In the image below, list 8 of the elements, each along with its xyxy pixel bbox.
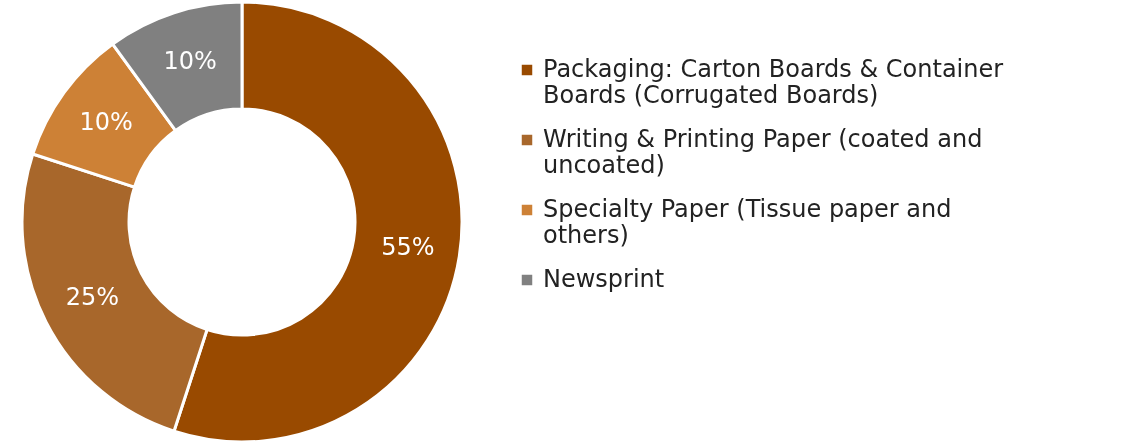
data-label: 10% bbox=[79, 108, 133, 137]
data-label: 10% bbox=[163, 47, 217, 76]
legend-label: Newsprint bbox=[543, 265, 665, 293]
data-label: 55% bbox=[381, 233, 435, 262]
legend-label: Packaging: Carton Boards & Container Boards (Corrugated Boards) bbox=[543, 55, 1004, 109]
legend-label: Specialty Paper (Tissue paper and others) bbox=[543, 195, 952, 249]
data-label: 25% bbox=[65, 283, 119, 312]
legend-label: Writing & Printing Paper (coated and uncoated) bbox=[543, 125, 983, 179]
